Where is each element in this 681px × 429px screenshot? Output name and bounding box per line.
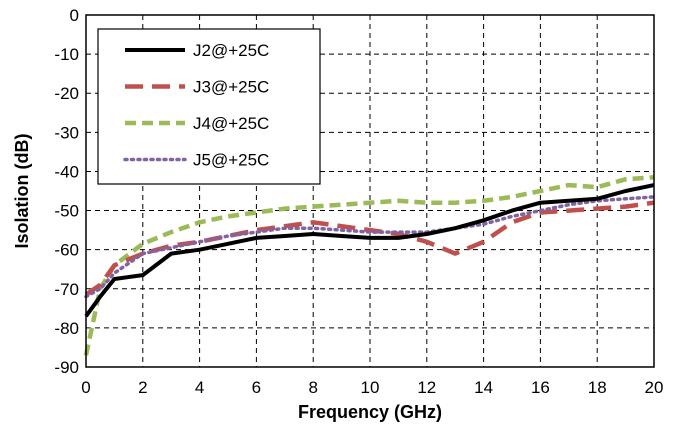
legend-label: J5@+25C (193, 151, 269, 170)
y-tick-label: -90 (54, 358, 79, 377)
plot-frame (85, 14, 655, 368)
y-tick-label: -40 (54, 162, 79, 181)
y-tick-label: -50 (54, 202, 79, 221)
x-tick-label: 18 (588, 378, 607, 397)
series-line-j4-25c (83, 175, 655, 356)
x-tick-label: 10 (361, 378, 380, 397)
x-tick-label: 12 (417, 378, 436, 397)
y-tick-label: -30 (54, 123, 79, 142)
x-tick-labels: 0 2 4 6 8 10 12 14 16 18 20 (81, 378, 663, 397)
legend-box (97, 28, 321, 185)
legend-label: J3@+25C (193, 78, 269, 97)
y-tick-label: -20 (54, 84, 79, 103)
series-line-j5-25c (84, 195, 656, 299)
x-tick-label: 2 (138, 378, 147, 397)
y-tick-labels: 0 -10 -20 -30 -40 -50 -60 -70 -80 -90 (54, 6, 79, 377)
y-axis-title: Isolation (dB) (12, 134, 32, 249)
x-tick-label: 16 (531, 378, 550, 397)
y-tick-label: -60 (54, 241, 79, 260)
series-layer (83, 175, 656, 356)
legend-label: J2@+25C (193, 41, 269, 60)
x-tick-label: 8 (308, 378, 317, 397)
x-tick-label: 4 (195, 378, 204, 397)
x-tick-label: 6 (252, 378, 261, 397)
x-tick-label: 14 (474, 378, 493, 397)
legend: J2@+25C J3@+25C J4@+25C J5@+25C (97, 28, 321, 185)
series-line-j2-25c (84, 183, 655, 318)
y-tick-label: -70 (54, 280, 79, 299)
x-axis-title: Frequency (GHz) (298, 402, 442, 422)
y-tick-label: -80 (54, 319, 79, 338)
y-tick-label: 0 (70, 6, 79, 25)
legend-label: J4@+25C (193, 114, 269, 133)
y-tick-label: -10 (54, 45, 79, 64)
x-tick-label: 20 (645, 378, 664, 397)
x-tick-label: 0 (81, 378, 90, 397)
